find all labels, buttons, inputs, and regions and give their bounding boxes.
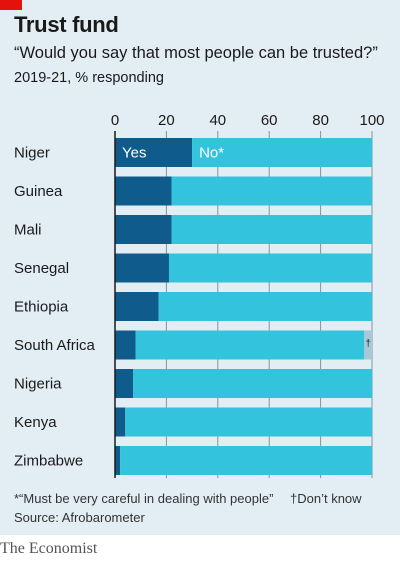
bar-segment xyxy=(192,138,372,167)
chart-subtitle: “Would you say that most people can be t… xyxy=(14,44,378,62)
x-tick-label: 20 xyxy=(158,112,175,129)
category-label: Zimbabwe xyxy=(14,453,83,470)
x-tick-label: 40 xyxy=(209,112,226,129)
bar-segment xyxy=(132,369,372,398)
bar-segment xyxy=(115,292,159,321)
series-label-no: No* xyxy=(199,145,224,162)
bar-segment xyxy=(135,330,365,360)
bar-segment xyxy=(125,407,372,437)
dont-know-marker: † xyxy=(365,339,371,350)
series-label-yes: Yes xyxy=(122,145,146,162)
bar-segment xyxy=(115,330,136,360)
category-label: Mali xyxy=(14,222,42,239)
bar-segment xyxy=(171,215,372,244)
bar-segment xyxy=(120,446,372,475)
bar-segment xyxy=(115,407,126,437)
category-label: Senegal xyxy=(14,260,69,277)
category-label: Niger xyxy=(14,145,50,162)
category-label: Kenya xyxy=(14,414,57,431)
category-label: South Africa xyxy=(14,337,96,354)
bar-segment xyxy=(115,138,193,167)
bar-segment xyxy=(115,369,133,398)
chart-title: Trust fund xyxy=(14,12,119,37)
category-label: Ethiopia xyxy=(14,299,69,316)
category-label: Nigeria xyxy=(14,376,62,393)
bar-segment xyxy=(115,446,121,475)
footnote: *“Must be very careful in dealing with p… xyxy=(14,491,394,506)
accent-tag xyxy=(0,0,22,10)
publisher-brand: The Economist xyxy=(0,540,98,557)
source-note: Source: Afrobarometer xyxy=(14,510,145,525)
x-tick-label: 100 xyxy=(359,112,384,129)
footnote-dont-know: †Don’t know xyxy=(290,491,362,506)
chart-units: 2019-21, % responding xyxy=(14,70,164,86)
bar-segment xyxy=(364,330,372,360)
footnote-no: *“Must be very careful in dealing with p… xyxy=(14,491,274,506)
bar-segment xyxy=(171,176,372,206)
x-tick-label: 60 xyxy=(261,112,278,129)
x-tick-label: 0 xyxy=(111,112,119,129)
bar-segment xyxy=(115,253,169,283)
bar-segment xyxy=(168,253,372,283)
bar-segment xyxy=(158,292,372,321)
bar-segment xyxy=(115,215,172,244)
category-label: Guinea xyxy=(14,183,63,200)
bar-chart: 0 20 40 60 80 100 Niger Guinea Mali Senegal Ethiop… xyxy=(14,112,385,478)
x-tick-label: 80 xyxy=(312,112,329,129)
bar-segment xyxy=(115,176,172,206)
